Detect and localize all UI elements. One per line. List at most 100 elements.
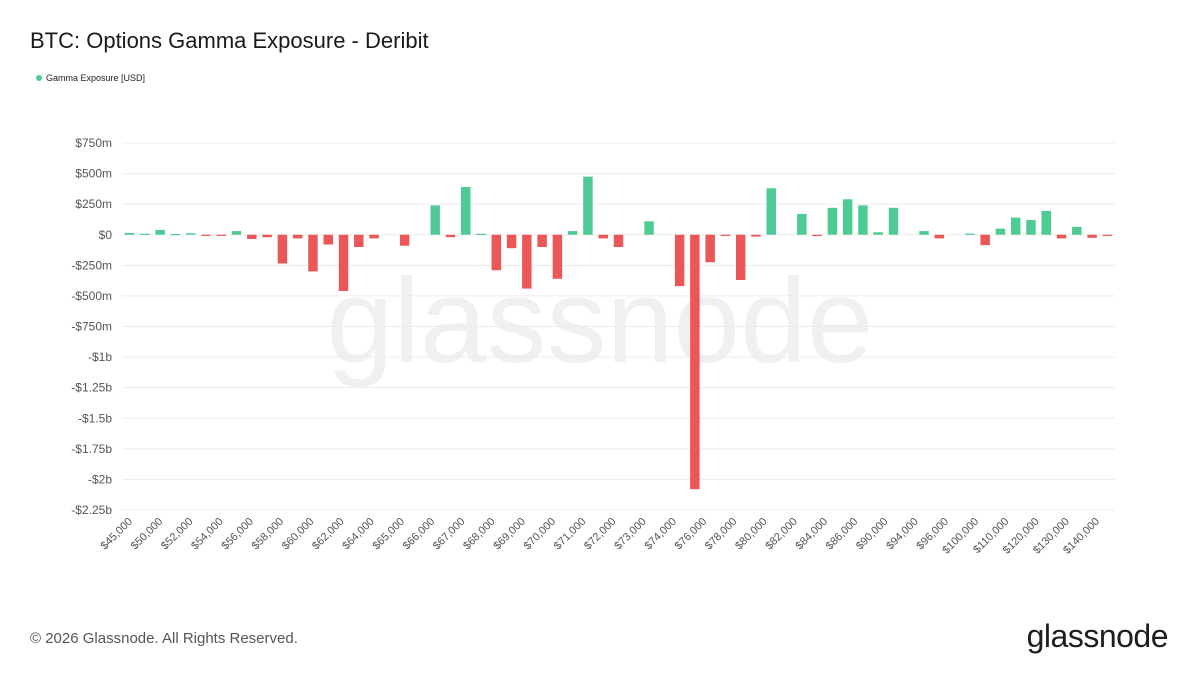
x-tick-label: $68,000 xyxy=(461,516,498,553)
bar[interactable] xyxy=(1056,234,1067,239)
bar[interactable] xyxy=(323,234,333,245)
bars-layer xyxy=(124,176,1113,490)
bar[interactable] xyxy=(827,207,838,235)
bar[interactable] xyxy=(705,234,715,263)
x-tick-label: $69,000 xyxy=(491,516,528,553)
x-tick-label: $56,000 xyxy=(219,516,256,553)
bar[interactable] xyxy=(842,199,853,235)
legend[interactable]: Gamma Exposure [USD] xyxy=(36,73,145,83)
bar[interactable] xyxy=(231,231,242,235)
legend-swatch xyxy=(36,75,42,81)
y-tick-label: -$1.5b xyxy=(78,411,112,425)
x-tick-label: $71,000 xyxy=(552,516,589,553)
bar[interactable] xyxy=(858,205,868,235)
x-tick-label: $58,000 xyxy=(250,516,287,553)
bar[interactable] xyxy=(598,234,608,239)
bar[interactable] xyxy=(720,234,731,236)
bar[interactable] xyxy=(1072,226,1082,235)
bar[interactable] xyxy=(552,234,563,279)
bar[interactable] xyxy=(1087,234,1097,238)
y-tick-label: -$1.25b xyxy=(71,381,112,395)
x-tick-label: $50,000 xyxy=(129,516,166,553)
y-axis: $750m $500m $250m $0 -$250m -$500m -$750m -$1b -… xyxy=(71,136,112,517)
x-tick-label: $66,000 xyxy=(401,516,438,553)
bar[interactable] xyxy=(155,229,165,235)
x-tick-label: $86,000 xyxy=(824,516,861,553)
bar[interactable] xyxy=(247,234,257,240)
bar[interactable] xyxy=(812,234,822,236)
bar[interactable] xyxy=(674,234,685,287)
bar[interactable] xyxy=(399,234,410,246)
bar[interactable] xyxy=(1026,220,1036,235)
bar[interactable] xyxy=(491,234,502,271)
bar[interactable] xyxy=(995,228,1006,235)
x-tick-label: $94,000 xyxy=(884,516,921,553)
bar[interactable] xyxy=(537,234,547,247)
bar[interactable] xyxy=(308,234,318,272)
y-tick-label: -$2.25b xyxy=(71,503,112,517)
y-tick-label: -$1b xyxy=(88,350,112,364)
bar[interactable] xyxy=(735,234,746,281)
bar[interactable] xyxy=(873,232,883,235)
bar[interactable] xyxy=(583,176,593,235)
bar[interactable] xyxy=(277,234,288,264)
x-tick-label: $73,000 xyxy=(612,516,649,553)
x-tick-label: $64,000 xyxy=(340,516,377,553)
bar[interactable] xyxy=(690,234,700,490)
bar[interactable] xyxy=(797,213,807,235)
x-tick-label: $84,000 xyxy=(794,516,831,553)
grid-layer xyxy=(122,142,1115,511)
x-tick-label: $52,000 xyxy=(159,516,196,553)
x-tick-label: $54,000 xyxy=(189,516,226,553)
bar[interactable] xyxy=(522,234,532,289)
bar[interactable] xyxy=(216,234,227,236)
x-tick-label: $72,000 xyxy=(582,516,619,553)
bar[interactable] xyxy=(338,234,349,292)
y-tick-label: $750m xyxy=(75,136,112,150)
bar[interactable] xyxy=(980,234,990,246)
watermark: glassnode xyxy=(326,254,873,388)
bar[interactable] xyxy=(1041,210,1051,235)
bar[interactable] xyxy=(567,231,578,235)
x-tick-label: $76,000 xyxy=(673,516,710,553)
copyright-footer: © 2026 Glassnode. All Rights Reserved. xyxy=(30,630,298,647)
x-tick-label: $60,000 xyxy=(280,516,317,553)
x-tick-label: $74,000 xyxy=(642,516,679,553)
x-tick-label: $45,000 xyxy=(99,516,136,553)
x-tick-label: $62,000 xyxy=(310,516,347,553)
bar[interactable] xyxy=(124,232,135,235)
bar[interactable] xyxy=(186,233,196,235)
bar[interactable] xyxy=(644,221,654,235)
y-tick-label: $250m xyxy=(75,197,112,211)
bar[interactable] xyxy=(934,234,945,239)
bar[interactable] xyxy=(965,233,975,235)
bar[interactable] xyxy=(170,234,181,236)
bar[interactable] xyxy=(140,233,150,235)
bar[interactable] xyxy=(262,234,272,238)
bar[interactable] xyxy=(506,234,517,249)
legend-label: Gamma Exposure [USD] xyxy=(46,73,146,83)
bar[interactable] xyxy=(476,233,486,235)
bar[interactable] xyxy=(919,231,929,235)
bar[interactable] xyxy=(369,234,379,239)
bar[interactable] xyxy=(1010,217,1021,235)
chart-title: BTC: Options Gamma Exposure - Deribit xyxy=(30,28,429,53)
x-tick-label: $90,000 xyxy=(854,516,891,553)
bar[interactable] xyxy=(888,207,899,235)
bar[interactable] xyxy=(1102,234,1113,236)
bar[interactable] xyxy=(430,205,440,235)
y-tick-label: -$250m xyxy=(71,258,112,272)
x-tick-label: $80,000 xyxy=(733,516,770,553)
x-tick-label: $70,000 xyxy=(522,516,559,553)
bar[interactable] xyxy=(354,234,364,247)
bar[interactable] xyxy=(751,234,761,237)
bar[interactable] xyxy=(766,188,776,235)
x-tick-label: $82,000 xyxy=(763,516,800,553)
bar[interactable] xyxy=(613,234,624,247)
y-tick-label: -$750m xyxy=(71,320,112,334)
bar[interactable] xyxy=(292,234,303,239)
bar[interactable] xyxy=(445,234,456,238)
bar[interactable] xyxy=(460,187,471,235)
bar[interactable] xyxy=(201,234,211,236)
